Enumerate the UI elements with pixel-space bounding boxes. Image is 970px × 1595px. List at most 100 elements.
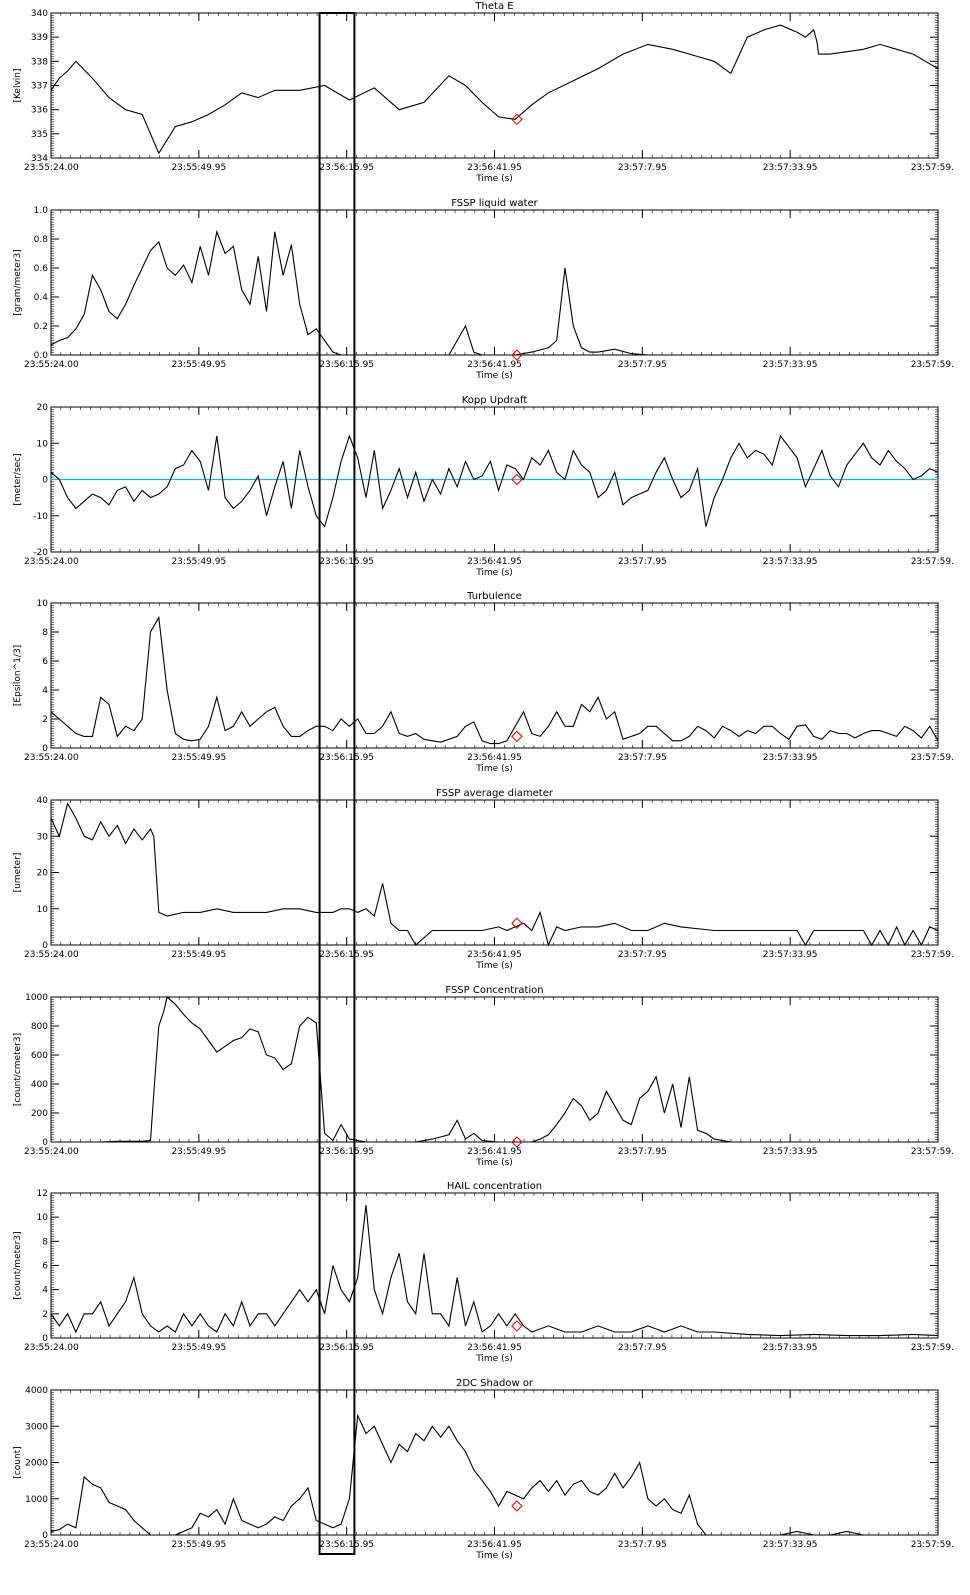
y-tick-label: 10 bbox=[37, 1213, 49, 1223]
y-axis-label: [Kelvin] bbox=[13, 68, 23, 102]
x-tick-label: 23:56:15.95 bbox=[319, 1343, 374, 1353]
series-line bbox=[50, 802, 939, 947]
y-tick-label: 0.2 bbox=[34, 322, 48, 332]
diamond-marker bbox=[511, 1136, 523, 1148]
y-tick-label: 0.0 bbox=[34, 351, 49, 361]
y-axis-label: [umeter] bbox=[13, 853, 23, 893]
y-tick-label: 6 bbox=[42, 657, 48, 667]
diamond-marker bbox=[511, 730, 523, 743]
y-tick-label: 6 bbox=[42, 1262, 48, 1272]
series-line bbox=[51, 995, 938, 1143]
x-tick-label: 23:55:24.00 bbox=[24, 1540, 79, 1550]
y-tick-label: 0.8 bbox=[34, 235, 49, 245]
x-tick-label: 23:56:15.95 bbox=[319, 1147, 374, 1157]
x-tick-label: 23:56:41.95 bbox=[467, 1343, 522, 1353]
x-tick-label: 23:55:24.00 bbox=[24, 163, 79, 173]
x-tick-label: 23:57:33.95 bbox=[763, 1343, 818, 1353]
y-tick-label: 335 bbox=[31, 130, 48, 140]
diamond-marker bbox=[511, 1500, 523, 1512]
y-axis-label: [gram/meter3] bbox=[13, 249, 23, 316]
panel-title: Kopp Updraft bbox=[462, 395, 528, 406]
plot-frame bbox=[50, 209, 939, 356]
series-line bbox=[50, 1205, 939, 1337]
y-tick-label: 8 bbox=[42, 628, 48, 638]
x-tick-label: 23:55:24.00 bbox=[24, 557, 79, 567]
y-tick-label: 800 bbox=[31, 1022, 48, 1032]
x-tick-label: 23:57:7.95 bbox=[618, 1540, 667, 1550]
y-tick-label: 8 bbox=[42, 1237, 48, 1247]
y-tick-label: 0 bbox=[42, 744, 48, 754]
x-tick-label: 23:57:33.95 bbox=[763, 557, 818, 567]
diamond-marker bbox=[511, 113, 523, 126]
highlight-time-window bbox=[318, 12, 356, 1555]
x-tick-label: 23:55:49.95 bbox=[171, 753, 226, 763]
x-tick-label: 23:57:7.95 bbox=[618, 163, 667, 173]
plot-frame bbox=[50, 602, 939, 749]
x-tick-label: 23:55:24.00 bbox=[24, 1343, 79, 1353]
x-tick-label: 23:57:7.95 bbox=[618, 753, 667, 763]
x-axis-label: Time (s) bbox=[475, 371, 513, 381]
y-tick-label: 339 bbox=[31, 33, 48, 43]
y-axis-label: [count/cmeter3] bbox=[13, 1033, 23, 1106]
x-tick-label: 23:55:24.00 bbox=[24, 753, 79, 763]
y-tick-label: 10 bbox=[37, 905, 49, 915]
x-axis-label: Time (s) bbox=[475, 1158, 513, 1168]
y-tick-label: 1.0 bbox=[34, 206, 49, 216]
x-tick-label: 23:55:49.95 bbox=[171, 1343, 226, 1353]
x-tick-label: 23:56:41.95 bbox=[467, 753, 522, 763]
x-tick-label: 23:56:41.95 bbox=[467, 950, 522, 960]
y-tick-label: 0 bbox=[42, 1138, 48, 1148]
x-tick-label: 23:57:59. bbox=[911, 557, 954, 567]
x-tick-label: 23:55:49.95 bbox=[171, 557, 226, 567]
x-tick-label: 23:56:41.95 bbox=[467, 163, 522, 173]
panel-8: 2DC Shadow or 23:55:24.00 23:55:49.95 23:56… bbox=[13, 1378, 954, 1561]
x-tick-label: 23:57:59. bbox=[911, 360, 954, 370]
y-tick-label: 0 bbox=[42, 1334, 48, 1344]
x-tick-label: 23:57:7.95 bbox=[618, 1343, 667, 1353]
y-tick-label: 4000 bbox=[25, 1386, 48, 1396]
x-tick-label: 23:57:7.95 bbox=[618, 557, 667, 567]
x-tick-label: 23:57:33.95 bbox=[763, 950, 818, 960]
x-axis-label: Time (s) bbox=[475, 174, 513, 184]
panel-4: Turbulence 23:55:24.00 23:55:49.95 23:56:15… bbox=[13, 591, 954, 774]
y-axis-label: [count] bbox=[13, 1446, 23, 1478]
series-line bbox=[50, 24, 939, 155]
plot-frame bbox=[50, 799, 939, 946]
panel-7: HAIL concentration 23:55:24.00 23:55:49.95… bbox=[13, 1181, 954, 1364]
y-tick-label: 336 bbox=[31, 106, 48, 116]
x-tick-label: 23:57:33.95 bbox=[763, 1147, 818, 1157]
series-line bbox=[50, 434, 939, 528]
y-tick-label: 10 bbox=[37, 599, 49, 609]
x-axis-label: Time (s) bbox=[475, 764, 513, 774]
panel-1: Theta E 23:55:24.00 23:55:49.95 23:56:15.95… bbox=[13, 1, 954, 184]
x-tick-label: 23:57:7.95 bbox=[618, 360, 667, 370]
y-tick-label: 0 bbox=[42, 476, 48, 486]
x-tick-label: 23:57:59. bbox=[911, 1343, 954, 1353]
y-tick-label: 20 bbox=[37, 403, 49, 413]
y-tick-label: 1000 bbox=[25, 1495, 48, 1505]
x-axis-label: Time (s) bbox=[475, 1354, 513, 1364]
y-tick-label: 30 bbox=[37, 832, 49, 842]
y-tick-label: 12 bbox=[37, 1189, 48, 1199]
x-tick-label: 23:57:59. bbox=[911, 753, 954, 763]
x-tick-label: 23:57:33.95 bbox=[763, 1540, 818, 1550]
plot-frame bbox=[50, 12, 939, 159]
series-line bbox=[50, 1413, 938, 1536]
y-tick-label: 0.6 bbox=[34, 264, 49, 274]
y-tick-label: 200 bbox=[31, 1109, 48, 1119]
diamond-marker bbox=[511, 473, 523, 486]
x-tick-label: 23:57:7.95 bbox=[618, 950, 667, 960]
series-line bbox=[50, 615, 939, 745]
diamond-marker bbox=[511, 917, 523, 929]
panel-title: FSSP liquid water bbox=[451, 198, 538, 209]
panel-6: FSSP Concentration 23:55:24.00 23:55:49.95… bbox=[13, 985, 954, 1168]
x-tick-label: 23:55:49.95 bbox=[171, 360, 226, 370]
panel-title: Theta E bbox=[474, 1, 513, 12]
diamond-marker bbox=[511, 349, 523, 361]
panel-title: FSSP average diameter bbox=[436, 788, 554, 799]
x-tick-label: 23:55:49.95 bbox=[171, 950, 226, 960]
panel-title: Turbulence bbox=[466, 591, 522, 602]
panel-title: HAIL concentration bbox=[447, 1181, 542, 1192]
x-axis-label: Time (s) bbox=[475, 1551, 513, 1561]
